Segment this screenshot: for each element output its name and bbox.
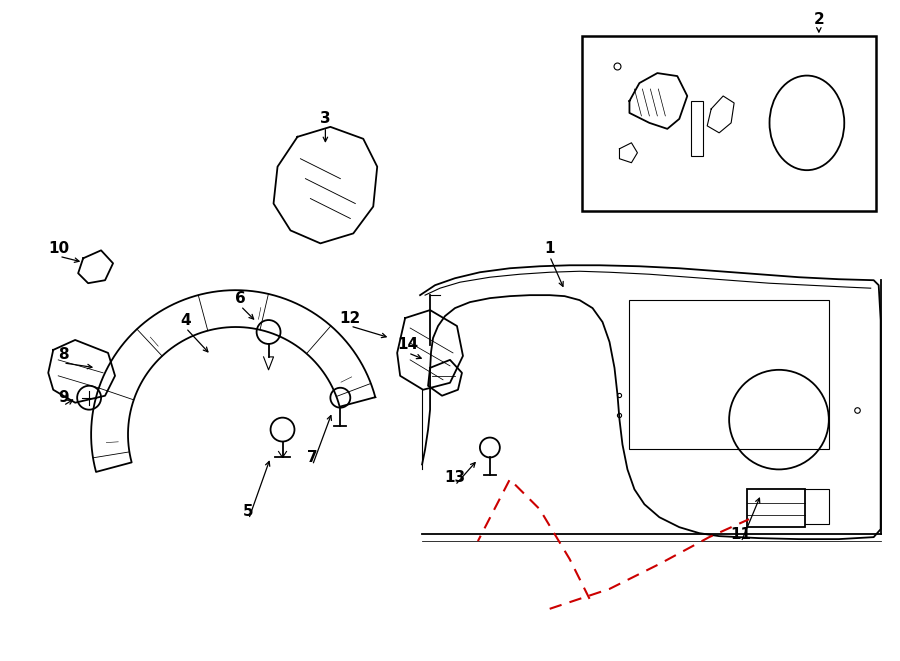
- Bar: [691, 101, 703, 156]
- Bar: [581, 36, 876, 210]
- Text: 10: 10: [49, 241, 70, 256]
- Bar: [747, 489, 805, 527]
- Text: 14: 14: [398, 337, 418, 352]
- Text: 5: 5: [243, 504, 254, 519]
- Text: 11: 11: [731, 527, 752, 541]
- Text: 7: 7: [307, 450, 318, 465]
- Text: 9: 9: [58, 390, 68, 405]
- Text: 3: 3: [320, 112, 330, 126]
- Text: 2: 2: [814, 12, 824, 27]
- Text: 8: 8: [58, 348, 68, 362]
- Text: 1: 1: [544, 241, 555, 256]
- Bar: [749, 489, 829, 524]
- Text: 4: 4: [181, 313, 191, 328]
- Text: 13: 13: [445, 470, 465, 485]
- Bar: [629, 300, 829, 449]
- Text: 6: 6: [235, 291, 246, 305]
- Text: 12: 12: [339, 311, 361, 326]
